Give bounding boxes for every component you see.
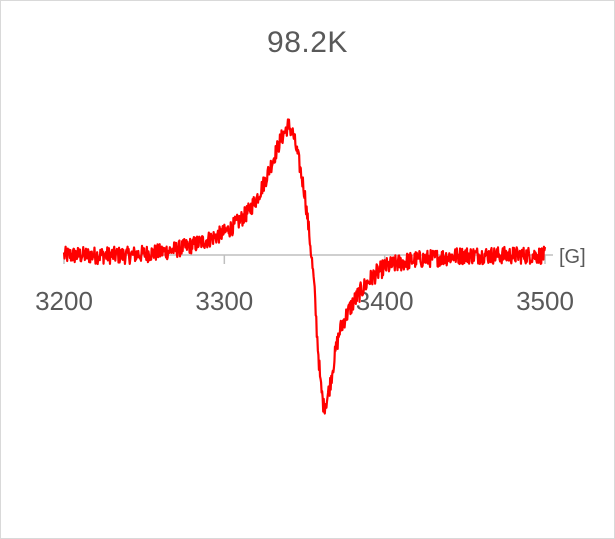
- x-tick-label: 3300: [195, 286, 253, 316]
- x-tick-label: 3400: [356, 286, 414, 316]
- series-line: [62, 118, 547, 415]
- x-tick-label: 3500: [516, 286, 574, 316]
- chart-title: 98.2K: [267, 26, 348, 59]
- x-tick-label: 3200: [35, 286, 93, 316]
- x-axis-tick-labels: 3200 3300 3400 3500: [35, 286, 574, 316]
- x-axis-unit-label: [G]: [559, 246, 586, 268]
